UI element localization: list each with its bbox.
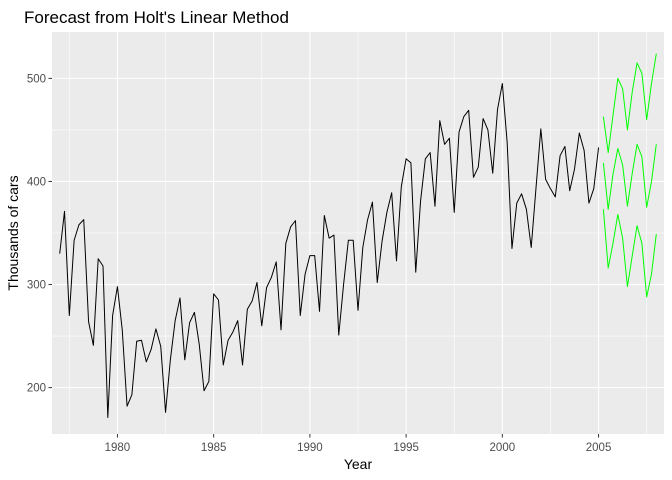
- forecast-series-line: [602, 143, 657, 210]
- y-tick-label: 300: [27, 280, 46, 292]
- x-tick-label: 1985: [201, 442, 227, 454]
- actual-series-line: [59, 83, 600, 419]
- x-axis: 1980 1985 1990 1995 2000 2005: [105, 434, 612, 454]
- y-tick-label: 500: [27, 73, 46, 85]
- y-axis-title: Thousands of cars: [5, 175, 21, 290]
- y-tick-label: 400: [27, 176, 46, 188]
- chart-title: Forecast from Holt's Linear Method: [24, 8, 289, 27]
- x-tick-label: 1990: [297, 442, 323, 454]
- forecast-series-line: [602, 53, 657, 154]
- x-tick-label: 2005: [586, 442, 612, 454]
- x-tick-label: 2000: [490, 442, 516, 454]
- x-tick-label: 1980: [105, 442, 131, 454]
- x-axis-title: Year: [344, 456, 373, 472]
- series-lines: [59, 53, 657, 419]
- y-tick-label: 200: [27, 383, 46, 395]
- forecast-series-line: [602, 209, 657, 298]
- x-tick-label: 1995: [393, 442, 419, 454]
- major-gridlines: [52, 32, 664, 434]
- y-axis: 200 300 400 500: [27, 73, 52, 395]
